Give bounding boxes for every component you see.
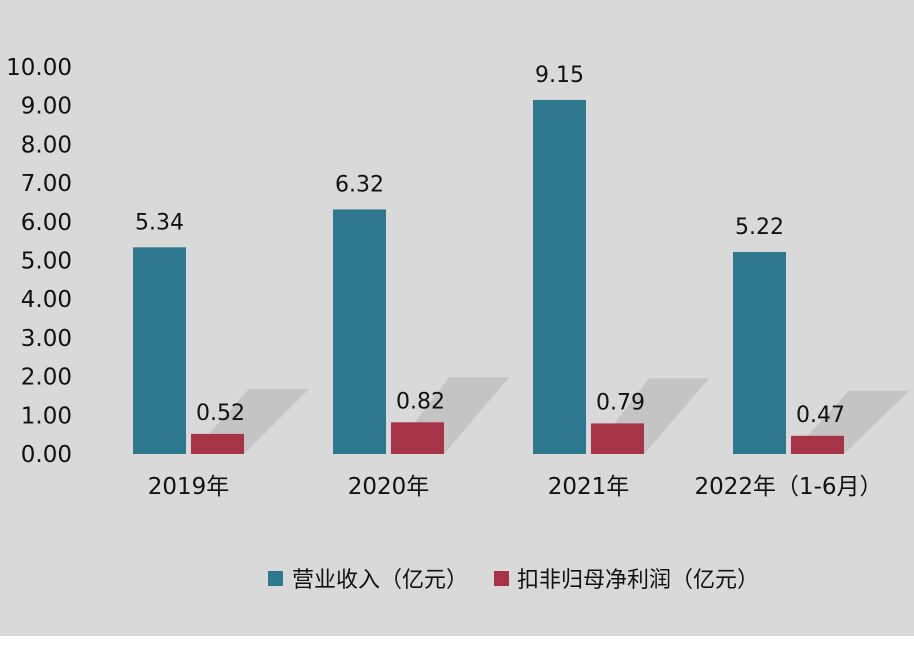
y-tick-label: 6.00: [21, 210, 72, 236]
x-category-label: 2022年（1-6月）: [694, 474, 882, 500]
x-axis: 2019年 2020年 2021年 2022年（1-6月）: [148, 474, 883, 500]
x-category-label: 2020年: [348, 474, 430, 500]
legend-profit-label: 扣非归母净利润（亿元）: [517, 568, 759, 593]
legend: 营业收入（亿元） 扣非归母净利润（亿元）: [268, 568, 759, 593]
y-tick-label: 10.00: [6, 55, 72, 81]
chart-svg: 0.00 1.00 2.00 3.00 4.00 5.00 6.00 7.00 8.00 9.00…: [6, 55, 909, 593]
y-tick-label: 7.00: [21, 171, 72, 197]
profit-bar: [391, 422, 444, 454]
revenue-data-label: 5.34: [135, 210, 184, 235]
revenue-data-label: 6.32: [335, 172, 384, 197]
y-tick-label: 8.00: [21, 132, 72, 158]
y-tick-label: 3.00: [21, 326, 72, 352]
revenue-bar: [733, 251, 786, 454]
y-tick-label: 9.00: [21, 94, 72, 120]
revenue-bar: [533, 99, 586, 455]
legend-revenue-swatch: [268, 571, 283, 586]
profit-bar: [591, 423, 644, 454]
revenue-data-label: 5.22: [735, 215, 784, 240]
y-axis: 0.00 1.00 2.00 3.00 4.00 5.00 6.00 7.00 8.00 9.00…: [6, 55, 72, 468]
profit-bar: [791, 435, 844, 454]
revenue-bar: [133, 247, 186, 454]
y-tick-label: 5.00: [21, 249, 72, 275]
x-category-label: 2019年: [148, 474, 230, 500]
profit-data-label: 0.52: [196, 401, 245, 426]
revenue-bar: [333, 209, 386, 454]
legend-profit-swatch: [494, 571, 509, 586]
x-category-label: 2021年: [548, 474, 630, 500]
bars: [133, 99, 844, 455]
y-tick-label: 2.00: [21, 365, 72, 391]
profit-bar: [191, 433, 244, 454]
chart-area: 0.00 1.00 2.00 3.00 4.00 5.00 6.00 7.00 8.00 9.00…: [0, 0, 914, 636]
profit-data-label: 0.82: [396, 389, 445, 414]
y-tick-label: 1.00: [21, 403, 72, 429]
y-tick-label: 4.00: [21, 287, 72, 313]
y-tick-label: 0.00: [21, 442, 72, 468]
profit-data-label: 0.79: [596, 390, 645, 415]
legend-revenue-label: 营业收入（亿元）: [292, 568, 468, 593]
profit-data-label: 0.47: [796, 403, 845, 428]
revenue-data-label: 9.15: [535, 63, 584, 88]
data-labels: 5.34 0.52 6.32 0.82 9.15 0.79 5.22 0.47: [135, 63, 845, 428]
